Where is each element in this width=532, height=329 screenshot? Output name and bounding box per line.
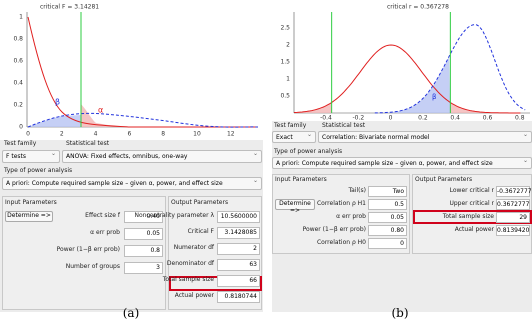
x-tick-label: 12 [227, 131, 235, 138]
dropdown[interactable]: A priori: Compute required sample size –… [2, 177, 262, 190]
label: Type of power analysis [274, 148, 342, 155]
output-field: 0.8139420 [496, 225, 530, 236]
param-label: Numerator df [94, 244, 214, 251]
x-tick-label: -0.2 [352, 115, 364, 122]
x-tick-label: 8 [161, 131, 165, 138]
param-label: Power (1−β err prob) [246, 226, 366, 233]
dropdown[interactable]: ANOVA: Fixed effects, omnibus, one-way [62, 150, 262, 163]
output-field: 63 [217, 259, 260, 271]
dropdown[interactable]: Exact [272, 131, 316, 143]
param-label: Correlation ρ H1 [246, 200, 366, 207]
label: Test family [4, 140, 36, 147]
dropdown[interactable]: A priori: Compute required sample size –… [272, 157, 532, 169]
group-title: Output Parameters [171, 199, 228, 206]
group-title: Input Parameters [275, 176, 327, 183]
y-tick-label: 0.4 [13, 80, 23, 87]
param-label: Lower critical r [374, 187, 494, 194]
x-tick-label: 2 [60, 131, 64, 138]
beta-label: β [432, 93, 436, 101]
dropdown[interactable]: F tests [2, 150, 60, 163]
alpha-area [294, 103, 332, 113]
param-label: α err prob [246, 213, 366, 220]
alpha-label: α [98, 106, 103, 115]
x-tick-label: 0.2 [418, 115, 428, 122]
x-tick-label: 6 [127, 131, 131, 138]
group-title: Output Parameters [415, 176, 472, 183]
x-tick-label: 4 [94, 131, 98, 138]
y-tick-label: 2 [286, 42, 290, 49]
output-field: 0.8180744 [217, 291, 260, 303]
param-label: Actual power [374, 226, 494, 233]
param-label: Denominator df [94, 260, 214, 267]
x-tick-label: 10 [193, 131, 201, 138]
group-title: Input Parameters [5, 199, 57, 206]
y-tick-label: 1.5 [280, 59, 290, 66]
param-label: Noncentrality parameter λ [94, 212, 214, 219]
param-label: Upper critical r [374, 200, 494, 207]
x-tick-label: 0 [389, 115, 393, 122]
param-label: Critical F [94, 228, 214, 235]
output-field: -0.3672777 [496, 186, 530, 197]
label: Test family [274, 122, 306, 129]
y-tick-label: 0.5 [280, 93, 290, 100]
param-label: Tail(s) [246, 187, 366, 194]
y-tick-label: 2.5 [280, 25, 290, 32]
x-tick-label: 0.8 [515, 115, 525, 122]
label: Statistical test [322, 122, 365, 129]
y-tick-label: 0.2 [13, 102, 23, 109]
input-field[interactable]: 0 [368, 238, 407, 249]
plot-b: critical r = 0.367278 β 0.5 1 1.5 2 2.5 -0.4 -… [272, 0, 532, 121]
param-label: Total sample size [374, 213, 494, 220]
param-label: Correlation ρ H0 [246, 239, 366, 246]
beta-area [375, 56, 451, 113]
output-field: 0.3672777 [496, 199, 530, 210]
plot-title: critical r = 0.367278 [387, 4, 449, 11]
caption: (b) [370, 306, 430, 320]
param-label: Total sample size [94, 276, 214, 283]
y-tick-label: 0.8 [13, 36, 23, 43]
output-field: 66 [217, 275, 260, 287]
y-tick-label: 0 [19, 124, 23, 131]
y-tick-label: 1 [286, 76, 290, 83]
y-tick-label: 1 [19, 14, 23, 21]
x-tick-label: 0.4 [450, 115, 460, 122]
plot-title: critical F = 3.14281 [40, 4, 99, 11]
x-tick-label: 0.6 [483, 115, 493, 122]
param-label: Actual power [94, 292, 214, 299]
label: Statistical test [66, 140, 109, 147]
h0-curve [294, 45, 520, 113]
dropdown[interactable]: Correlation: Bivariate normal model [318, 131, 532, 143]
caption: (a) [101, 306, 161, 320]
y-tick-label: 0.6 [13, 58, 23, 65]
figure: critical F = 3.14281 β α 00.20.40.60.810… [0, 0, 532, 329]
x-tick-label: -0.4 [320, 115, 332, 122]
plot-a: critical F = 3.14281 β α 00.20.40.60.810… [0, 0, 263, 140]
panel-b: critical r = 0.367278 β 0.5 1 1.5 2 2.5 -0.4 -… [272, 0, 532, 312]
beta-label: β [55, 98, 60, 107]
x-tick-label: 0 [26, 131, 30, 138]
label: Type of power analysis [4, 167, 72, 174]
output-field: 29 [496, 212, 530, 223]
